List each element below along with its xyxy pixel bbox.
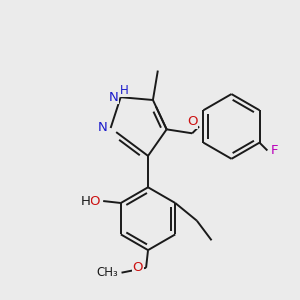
Text: F: F xyxy=(270,144,278,157)
Text: H: H xyxy=(81,194,90,208)
Text: O: O xyxy=(187,116,197,128)
Text: O: O xyxy=(90,194,100,208)
Text: N: N xyxy=(109,91,119,104)
Text: CH₃: CH₃ xyxy=(97,266,118,279)
Text: O: O xyxy=(133,261,143,274)
Text: H: H xyxy=(120,84,129,97)
Text: N: N xyxy=(98,122,108,134)
